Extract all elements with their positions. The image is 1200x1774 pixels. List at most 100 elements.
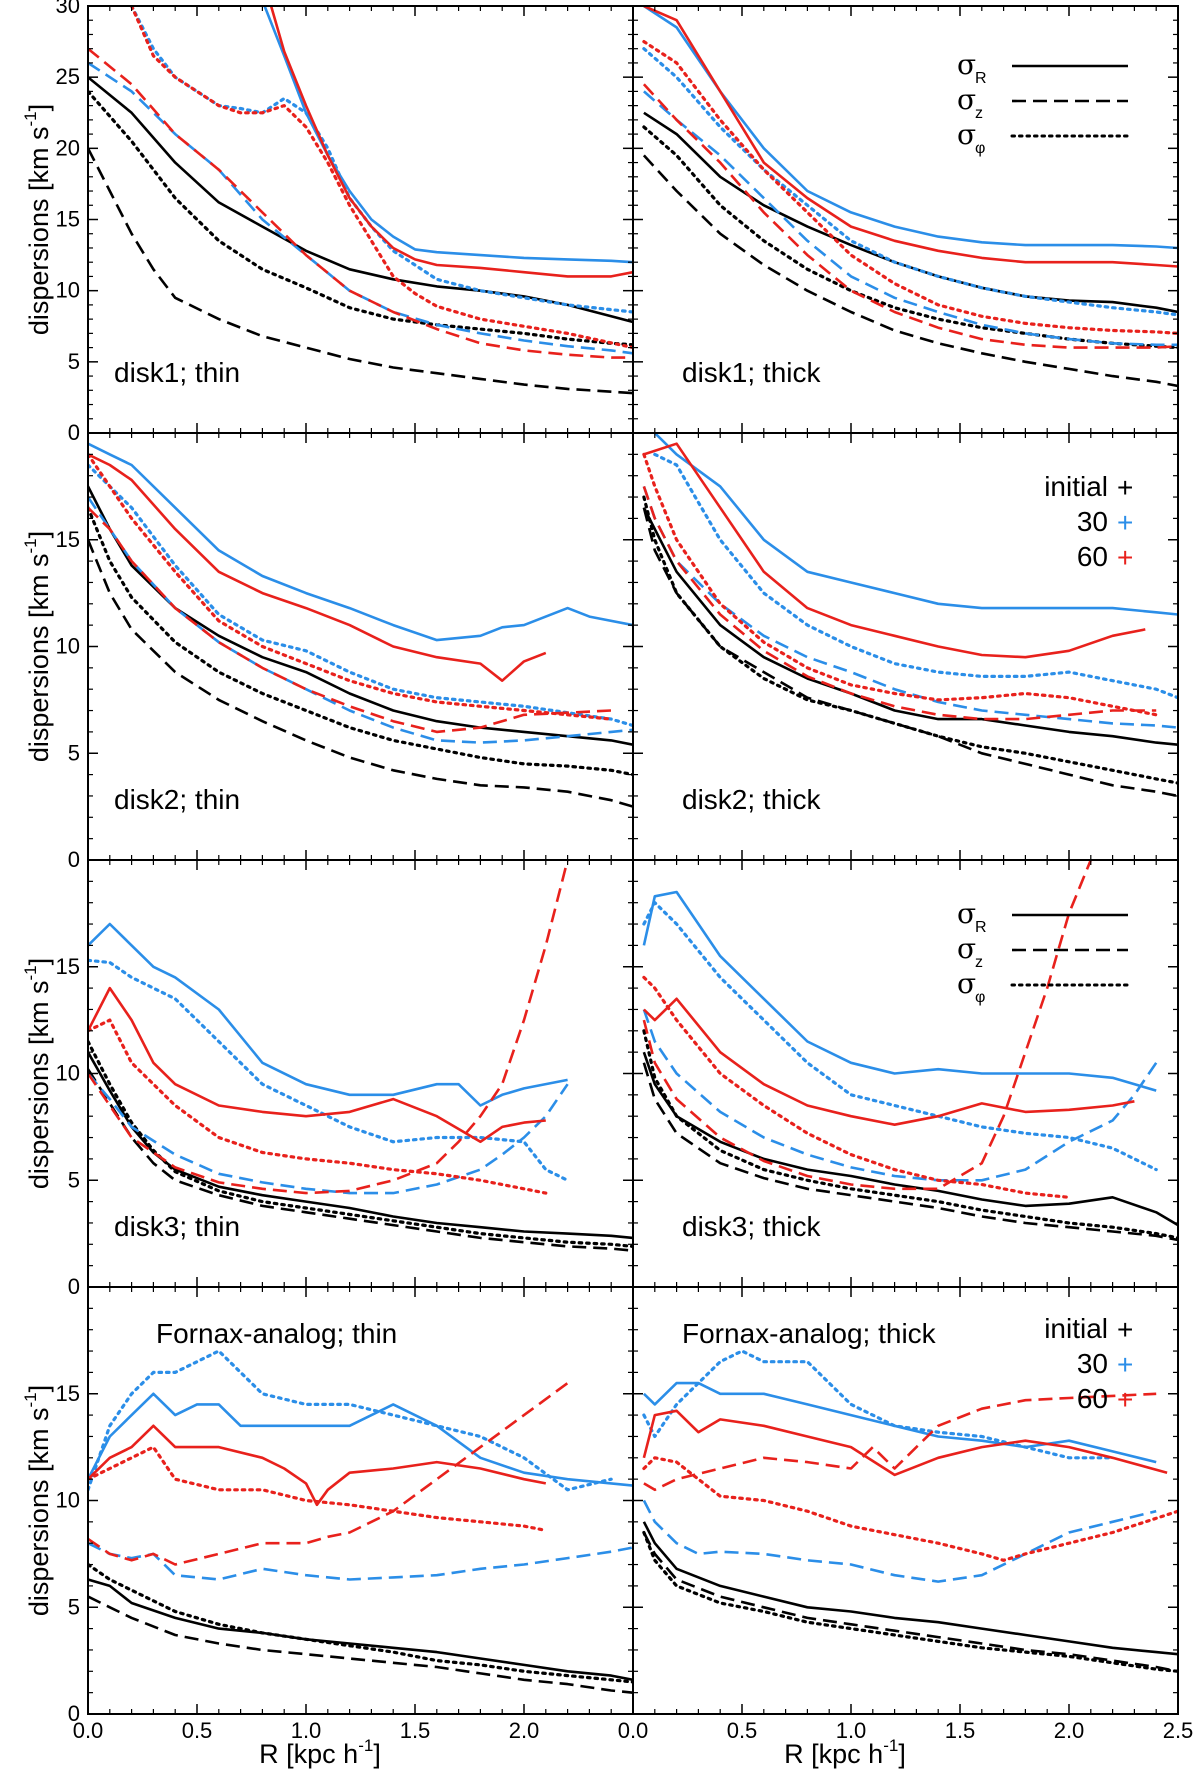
y-axis-title-end: ] bbox=[24, 104, 54, 112]
x-axis-title-text: R [kpc h bbox=[784, 1739, 883, 1769]
series-line-60-sigma-R bbox=[88, 453, 547, 682]
y-tick-label: 10 bbox=[56, 1061, 80, 1086]
y-tick-label: 10 bbox=[56, 278, 80, 303]
series-line-30-sigma-z bbox=[88, 1542, 633, 1581]
panel-title: disk2; thin bbox=[114, 784, 240, 815]
plot-frame bbox=[87, 1286, 634, 1715]
series-line-30-sigma-phi bbox=[130, 6, 633, 314]
y-tick-label: 15 bbox=[56, 954, 80, 979]
panel-6: disk3; thick bbox=[632, 859, 1179, 1288]
x-tick-label: 0.5 bbox=[727, 1718, 758, 1743]
y-tick-label: 15 bbox=[56, 207, 80, 232]
panel-title: disk3; thin bbox=[114, 1211, 240, 1242]
y-tick-label: 5 bbox=[68, 349, 80, 374]
legend-sigma-sub: R bbox=[975, 70, 987, 87]
x-tick-label: 2.5 bbox=[1163, 1718, 1194, 1743]
y-tick-label: 5 bbox=[68, 740, 80, 765]
panel-1: 0 5 10 15 20 25 30 disk1; thin dispersions [km s… bbox=[21, 0, 634, 445]
y-tick-label: 25 bbox=[56, 64, 80, 89]
series-line-60-sigma-phi bbox=[642, 452, 1158, 717]
series-line-initial-sigma-phi bbox=[642, 495, 1178, 785]
series-line-initial-sigma-z bbox=[88, 1068, 633, 1252]
x-tick-label: 0.5 bbox=[182, 1718, 213, 1743]
series-line-initial-sigma-phi bbox=[88, 506, 633, 777]
series-line-initial-sigma-z bbox=[642, 507, 1178, 798]
series-line-30-sigma-R bbox=[643, 6, 1178, 250]
x-axis-title-left: R [kpc h-1] bbox=[259, 1736, 381, 1769]
series-line-30-sigma-R bbox=[88, 1392, 633, 1487]
series-line-30-sigma-phi bbox=[88, 958, 570, 1182]
x-axis-title-text: R [kpc h bbox=[259, 1739, 358, 1769]
y-tick-label: 5 bbox=[68, 1594, 80, 1619]
panel-title: Fornax-analog; thin bbox=[156, 1318, 397, 1349]
x-tick-label: 2.0 bbox=[509, 1718, 540, 1743]
panel-title: Fornax-analog; thick bbox=[682, 1318, 937, 1349]
series-line-30-sigma-phi bbox=[88, 1349, 613, 1492]
y-tick-label: 10 bbox=[56, 634, 80, 659]
series-line-30-sigma-phi bbox=[653, 452, 1178, 700]
series-line-30-sigma-R bbox=[642, 890, 1157, 1092]
legend-sigma-sub: R bbox=[975, 919, 987, 936]
series-line-60-sigma-z bbox=[643, 1392, 1157, 1492]
y-tick-label: 0 bbox=[68, 1274, 80, 1299]
y-tick-label: 20 bbox=[56, 135, 80, 160]
series-line-initial-sigma-R bbox=[642, 1051, 1178, 1227]
series-line-60-sigma-z bbox=[642, 485, 1157, 721]
legend-sigma-symbol: σ bbox=[957, 48, 976, 81]
y-axis-title: dispersions [km s-1] bbox=[21, 1385, 54, 1616]
y-axis-title-end: ] bbox=[24, 958, 54, 966]
series-line-60-sigma-R bbox=[88, 986, 546, 1144]
series-line-initial-sigma-z bbox=[642, 1062, 1178, 1242]
series-line-30-sigma-z bbox=[88, 1072, 569, 1195]
series-group bbox=[642, 433, 1178, 798]
y-axis-title-end: ] bbox=[24, 1385, 54, 1393]
series-line-60-sigma-z bbox=[642, 860, 1093, 1191]
x-axis-title-sup: -1 bbox=[883, 1736, 898, 1755]
panel-5: 0 5 10 15 disk3; thin dispersions [km s-1] bbox=[21, 859, 634, 1299]
series-group bbox=[642, 860, 1178, 1242]
y-tick-label: 0 bbox=[68, 1701, 80, 1726]
series-line-30-sigma-R bbox=[88, 922, 568, 1107]
legend-time-label: 60 bbox=[1077, 1383, 1108, 1414]
legend-sigma-sub: z bbox=[975, 954, 983, 971]
series-line-60-sigma-phi bbox=[88, 1445, 548, 1532]
series-line-30-sigma-z bbox=[88, 496, 633, 744]
y-tick-label: 0 bbox=[68, 847, 80, 872]
panel-2: disk1; thick bbox=[632, 5, 1179, 434]
y-axis-title: dispersions [km s-1] bbox=[21, 958, 54, 1189]
x-tick-label: 1.5 bbox=[400, 1718, 431, 1743]
x-tick-label: 0.0 bbox=[618, 1718, 649, 1743]
series-group bbox=[88, 442, 633, 808]
series-line-30-sigma-z bbox=[642, 1499, 1157, 1583]
y-axis-title-sup: -1 bbox=[21, 965, 40, 980]
series-line-60-sigma-phi bbox=[88, 452, 613, 721]
series-line-60-sigma-R bbox=[643, 6, 1178, 268]
legend-sigma-sub: z bbox=[975, 105, 983, 122]
x-axis-title-right: R [kpc h-1] bbox=[784, 1736, 906, 1769]
series-line-60-sigma-R bbox=[88, 1424, 547, 1507]
x-tick-label: 1.5 bbox=[945, 1718, 976, 1743]
legend-plus-marker: + bbox=[1117, 507, 1133, 538]
legend-sigma-symbol: σ bbox=[957, 897, 976, 930]
series-group bbox=[642, 1349, 1178, 1673]
y-axis-title-text: dispersions [km s bbox=[24, 127, 54, 336]
legend-time-label: initial bbox=[1044, 1313, 1108, 1344]
legend-plus-marker: + bbox=[1117, 1349, 1133, 1380]
series-line-initial-sigma-phi bbox=[642, 1029, 1178, 1240]
series-line-initial-sigma-phi bbox=[88, 89, 633, 347]
series-line-initial-sigma-phi bbox=[88, 1039, 633, 1248]
y-tick-label: 15 bbox=[56, 527, 80, 552]
series-line-60-sigma-phi bbox=[88, 1018, 548, 1195]
series-line-initial-sigma-z bbox=[642, 154, 1178, 388]
y-axis-title: dispersions [km s-1] bbox=[21, 531, 54, 762]
panel-title: disk1; thick bbox=[682, 357, 821, 388]
panels: 0 5 10 15 20 25 30 disk1; thin dispersions [km s… bbox=[21, 0, 1193, 1743]
y-tick-label: 5 bbox=[68, 1167, 80, 1192]
series-line-60-sigma-phi bbox=[642, 975, 1071, 1199]
series-line-60-sigma-R bbox=[269, 6, 633, 278]
panel-3: 0 5 10 15 disk2; thin dispersions [km s-1] bbox=[21, 432, 634, 872]
x-tick-label: 1.0 bbox=[291, 1718, 322, 1743]
y-axis-title-end: ] bbox=[24, 531, 54, 539]
series-line-initial-sigma-R bbox=[642, 507, 1178, 746]
